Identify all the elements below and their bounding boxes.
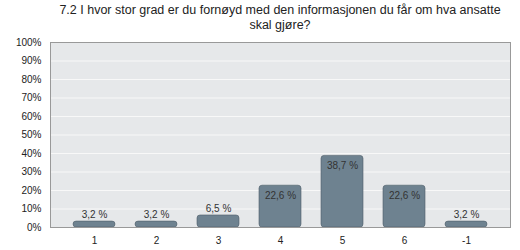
svg-text:5: 5: [340, 235, 346, 246]
svg-text:1: 1: [92, 235, 98, 246]
svg-text:22,6 %: 22,6 %: [265, 190, 296, 201]
svg-text:20%: 20%: [21, 185, 41, 196]
html-text:7.2 I hvor stor grad er du for: 7.2 I hvor stor grad er du fornøyd med d…: [59, 3, 501, 32]
svg-text:10%: 10%: [21, 203, 41, 214]
svg-text:0%: 0%: [27, 222, 42, 233]
svg-text:4: 4: [278, 235, 284, 246]
svg-text:100%: 100%: [16, 37, 42, 48]
svg-text:3: 3: [216, 235, 222, 246]
svg-text:3,2 %: 3,2 %: [82, 209, 108, 220]
svg-text:6,5 %: 6,5 %: [206, 203, 232, 214]
svg-text:3,2 %: 3,2 %: [144, 209, 170, 220]
svg-text:90%: 90%: [21, 55, 41, 66]
svg-text:70%: 70%: [21, 92, 41, 103]
svg-text:22,6 %: 22,6 %: [389, 190, 420, 201]
svg-text:38,7 %: 38,7 %: [327, 160, 358, 171]
svg-text:-1: -1: [462, 235, 471, 246]
svg-text:2: 2: [154, 235, 160, 246]
svg-text:3,2 %: 3,2 %: [454, 209, 480, 220]
svg-text:30%: 30%: [21, 166, 41, 177]
svg-text:50%: 50%: [21, 129, 41, 140]
svg-text:80%: 80%: [21, 74, 41, 85]
svg-text:6: 6: [402, 235, 408, 246]
svg-text:60%: 60%: [21, 111, 41, 122]
svg-text:40%: 40%: [21, 148, 41, 159]
